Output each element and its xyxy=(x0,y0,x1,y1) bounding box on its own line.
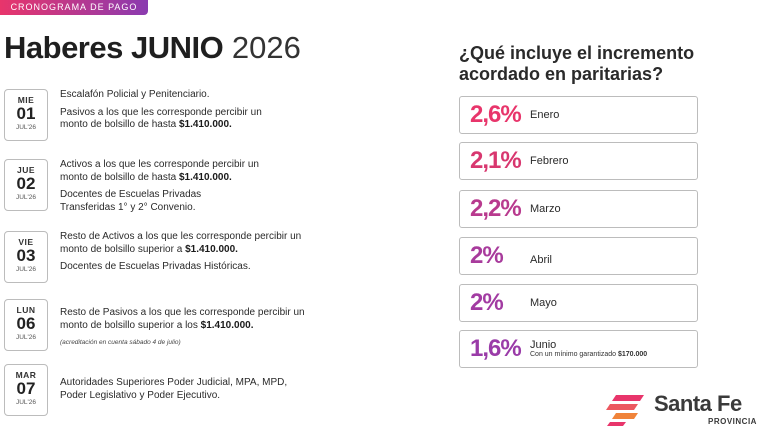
page-title: Haberes JUNIO 2026 xyxy=(4,30,301,66)
schedule-amount: $1.410.000. xyxy=(185,243,238,255)
schedule-line: Escalafón Policial y Penitenciario. xyxy=(60,89,210,100)
date-day: 06 xyxy=(16,314,36,333)
date-box: JUE 02 JUL'26 xyxy=(4,159,48,211)
logo-wordmark: Santa Fe xyxy=(654,391,742,416)
increment-month: Junio xyxy=(530,339,557,351)
date-month: JUL'26 xyxy=(15,194,37,201)
schedule-text: Activos a los que les corresponde percib… xyxy=(60,159,360,219)
schedule-amount: $1.410.000. xyxy=(200,319,254,331)
schedule-line: Resto de Activos a los que les correspon… xyxy=(60,231,310,256)
increment-card: 1,6% Junio Con un mínimo garantizado $17… xyxy=(459,330,698,368)
date-weekday: MIE xyxy=(17,95,35,105)
increment-card: 2,2% Marzo xyxy=(459,190,698,228)
schedule-line-text: Resto de Activos a los que les correspon… xyxy=(60,231,302,255)
increment-month: Febrero xyxy=(530,155,569,167)
schedule-text: Autoridades Superiores Poder Judicial, M… xyxy=(60,377,360,407)
schedule-note: (acreditación en cuenta sábado 4 de juli… xyxy=(60,339,181,346)
date-box: VIE 03 JUL'26 xyxy=(4,231,48,283)
increment-card: 2,1% Febrero xyxy=(459,142,698,180)
date-day: 02 xyxy=(16,174,36,193)
increment-card: 2,6% Enero xyxy=(459,96,698,134)
schedule-line-text: Resto de Pasivos a los que les correspon… xyxy=(60,307,305,331)
date-day: 01 xyxy=(16,104,36,123)
increment-percent: 2% xyxy=(470,242,504,269)
schedule-text: Resto de Pasivos a los que les correspon… xyxy=(60,307,360,355)
date-weekday: LUN xyxy=(16,305,36,315)
date-weekday: VIE xyxy=(18,237,34,247)
increment-percent: 1,6% xyxy=(470,335,522,362)
schedule-amount: $1.410.000. xyxy=(178,119,232,130)
schedule-line: Autoridades Superiores Poder Judicial, M… xyxy=(60,377,288,401)
schedule-amount: $1.410.000. xyxy=(178,171,232,183)
date-month: JUL'26 xyxy=(15,399,37,406)
increment-month: Enero xyxy=(530,109,560,121)
date-month: JUL'26 xyxy=(15,124,37,131)
increment-month: Marzo xyxy=(530,203,561,215)
title-year: 2026 xyxy=(231,30,301,65)
increment-percent: 2,6% xyxy=(470,101,522,128)
increment-minimum-amount: $170.000 xyxy=(617,351,648,358)
date-day: 07 xyxy=(16,379,36,398)
date-box: LUN 06 JUL'26 xyxy=(4,299,48,351)
schedule-line-text: Activos a los que les corresponde percib… xyxy=(60,159,259,183)
schedule-line: Docentes de Escuelas Privadas Transferid… xyxy=(60,189,202,213)
increment-percent: 2% xyxy=(470,289,504,316)
increment-percent: 2,1% xyxy=(470,147,522,174)
logo-province: PROVINCIA xyxy=(708,417,757,426)
increment-card: 2% Mayo xyxy=(459,284,698,322)
increment-month: Mayo xyxy=(530,297,557,309)
date-weekday: JUE xyxy=(16,165,36,175)
date-day: 03 xyxy=(16,246,36,265)
schedule-text: Resto de Activos a los que les correspon… xyxy=(60,231,360,279)
date-month: JUL'26 xyxy=(15,334,37,341)
increment-question: ¿Qué incluye el incremento acordado en p… xyxy=(459,43,695,84)
schedule-line: Activos a los que les corresponde percib… xyxy=(60,159,280,184)
date-month: JUL'26 xyxy=(15,266,37,273)
schedule-line-text: Pasivos a los que les corresponde percib… xyxy=(60,106,262,131)
schedule-line: Resto de Pasivos a los que les correspon… xyxy=(60,307,315,332)
santa-fe-logo: Santa Fe PROVINCIA xyxy=(604,391,757,431)
santa-fe-logo-icon xyxy=(606,395,644,426)
date-weekday: MAR xyxy=(15,370,37,380)
title-bold: Haberes JUNIO xyxy=(4,30,224,65)
increment-month: Abril xyxy=(530,254,553,266)
increment-minimum: Con un mínimo garantizado $170.000 xyxy=(530,351,647,358)
schedule-text: Escalafón Policial y Penitenciario. Pasi… xyxy=(60,89,360,137)
increment-percent: 2,2% xyxy=(470,195,522,222)
schedule-badge: CRONOGRAMA DE PAGO xyxy=(0,0,148,15)
date-box: MAR 07 JUL'26 xyxy=(4,364,48,416)
schedule-line: Pasivos a los que les corresponde percib… xyxy=(60,107,280,132)
increment-minimum-text: Con un mínimo garantizado xyxy=(530,351,618,358)
schedule-line: Docentes de Escuelas Privadas Históricas… xyxy=(60,261,251,272)
date-box: MIE 01 JUL'26 xyxy=(4,89,48,141)
increment-card: 2% Abril xyxy=(459,237,698,275)
